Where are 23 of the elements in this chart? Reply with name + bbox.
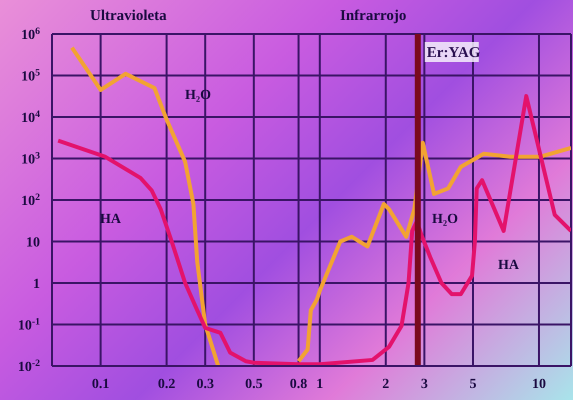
y-tick-label: 10$^{-1}$ [18, 316, 40, 334]
x-tick-label: 3 [420, 377, 428, 392]
text: Ultravioleta [90, 8, 167, 25]
y-tick-label: 10$^{4}$ [21, 108, 40, 126]
x-tick-label: 0.3 [196, 377, 214, 392]
text: Infrarrojo [340, 8, 406, 25]
y-tick-label: 10$^{2}$ [21, 192, 40, 209]
annotation: HA [498, 258, 519, 274]
x-tick-label: 5 [469, 377, 476, 392]
x-tick-label: 1 [316, 377, 324, 392]
x-tick-label: 0.1 [92, 377, 110, 392]
y-tick-label: 10$^{6}$ [21, 26, 40, 43]
annotation: H₂O [432, 212, 458, 228]
x-tick-label: 0.5 [245, 377, 263, 392]
y-tick-label: 10$^{-2}$ [18, 358, 40, 375]
x-tick-label: 0.8 [290, 377, 308, 392]
y-tick-label: 10 [26, 236, 40, 250]
y-tick-label: 1 [33, 277, 40, 292]
x-tick-label: 10 [532, 377, 546, 392]
y-tick-label: 10$^{3}$ [21, 150, 40, 168]
x-tick-label: 0.2 [158, 377, 176, 392]
x-tick-label: 2 [382, 377, 390, 392]
y-tick-label: 10$^{5}$ [21, 67, 40, 84]
